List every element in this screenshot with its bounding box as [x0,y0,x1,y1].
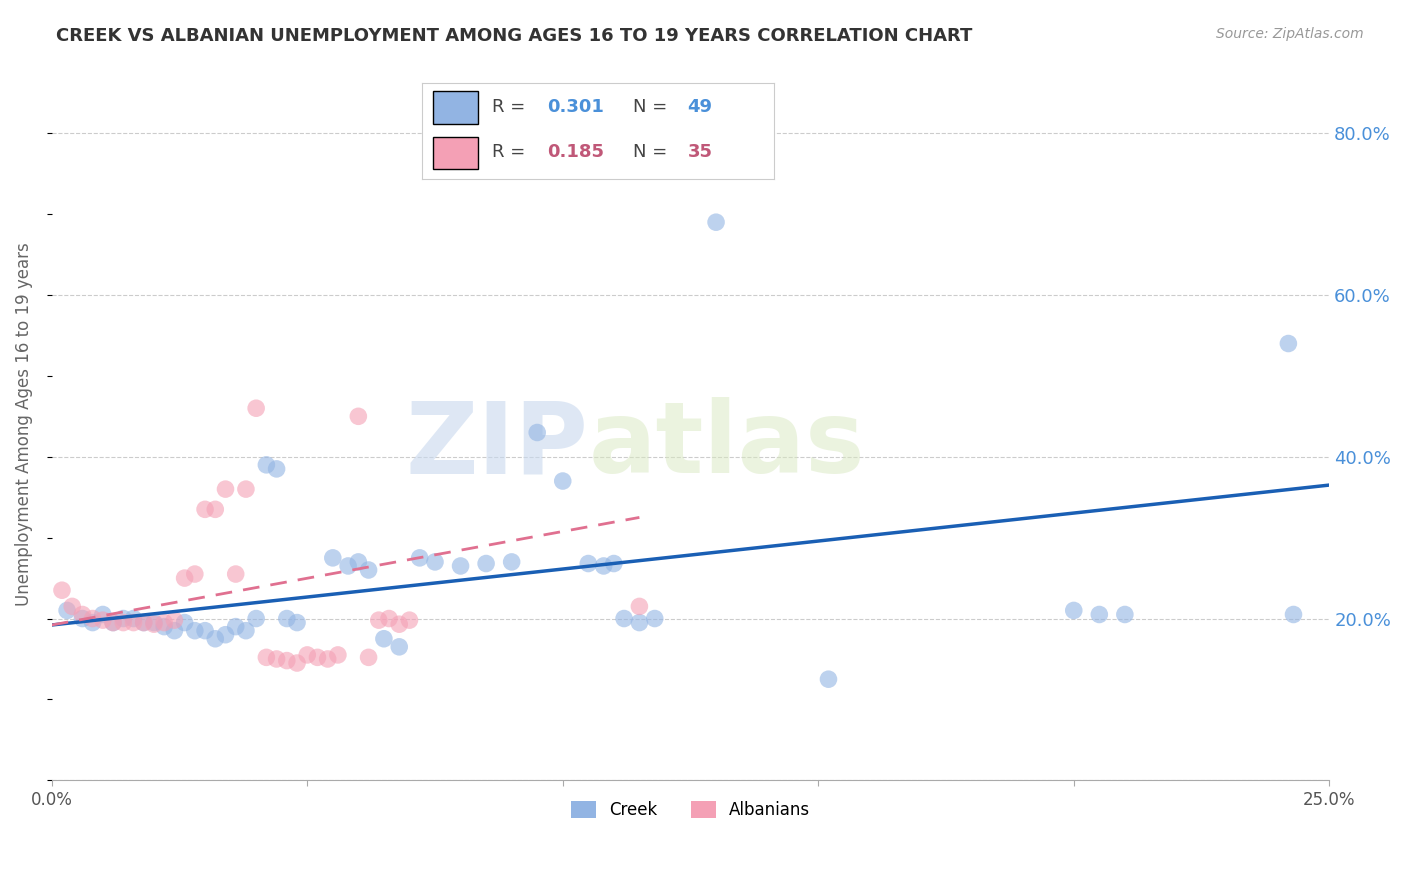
Point [56,603,79,617]
Point [163,624,186,638]
Point [1088,607,1111,622]
Point [285,656,308,670]
Point [214,482,236,496]
Point [276,611,298,625]
Point [266,652,288,666]
Point [322,550,344,565]
Point [225,567,247,582]
Point [1277,336,1299,351]
Point [204,632,226,646]
Point [82,615,104,630]
Point [817,672,839,686]
Point [337,558,360,573]
Point [307,650,329,665]
Point [235,624,257,638]
Point [112,615,135,630]
Point [91,613,114,627]
Point [266,462,288,476]
Point [526,425,548,440]
Point [704,215,727,229]
Point [142,615,165,630]
Point [153,619,176,633]
Point [194,502,217,516]
Point [576,557,599,571]
Point [551,474,574,488]
Point [184,567,207,582]
Point [72,607,94,622]
Point [316,652,339,666]
Point [367,613,389,627]
Point [163,613,186,627]
Point [628,615,651,630]
Point [60,599,83,614]
Point [51,583,73,598]
Point [450,558,472,573]
Text: atlas: atlas [588,397,865,494]
Point [72,611,94,625]
Text: CREEK VS ALBANIAN UNEMPLOYMENT AMONG AGES 16 TO 19 YEARS CORRELATION CHART: CREEK VS ALBANIAN UNEMPLOYMENT AMONG AGE… [56,27,973,45]
Point [153,615,176,630]
Point [326,648,349,662]
Point [1282,607,1305,622]
Point [235,482,257,496]
Point [254,458,277,472]
Point [373,632,395,646]
Point [603,557,626,571]
Point [592,558,614,573]
Point [357,650,380,665]
Point [276,654,298,668]
Point [204,502,226,516]
Point [101,615,124,630]
Point [101,615,124,630]
Point [347,555,370,569]
Point [644,611,666,625]
Point [347,409,370,424]
Text: ZIP: ZIP [405,397,588,494]
Point [82,611,104,625]
Point [297,648,319,662]
Point [1063,603,1085,617]
Point [132,615,155,630]
Point [245,611,267,625]
Point [122,615,145,630]
Point [173,571,195,585]
Point [378,611,401,625]
Point [122,611,145,625]
Point [194,624,217,638]
Point [91,607,114,622]
Point [501,555,523,569]
Text: Source: ZipAtlas.com: Source: ZipAtlas.com [1216,27,1364,41]
Point [1114,607,1136,622]
Point [357,563,380,577]
Point [398,613,420,627]
Point [613,611,636,625]
Point [475,557,498,571]
Point [254,650,277,665]
Point [423,555,446,569]
Point [173,615,195,630]
Point [408,550,430,565]
Point [184,624,207,638]
Point [132,615,155,630]
Point [112,611,135,625]
Point [142,617,165,632]
Point [245,401,267,416]
Point [388,640,411,654]
Legend: Creek, Albanians: Creek, Albanians [564,794,817,825]
Point [285,615,308,630]
Point [388,617,411,632]
Point [214,628,236,642]
Point [628,599,651,614]
Y-axis label: Unemployment Among Ages 16 to 19 years: Unemployment Among Ages 16 to 19 years [15,243,32,607]
Point [225,619,247,633]
